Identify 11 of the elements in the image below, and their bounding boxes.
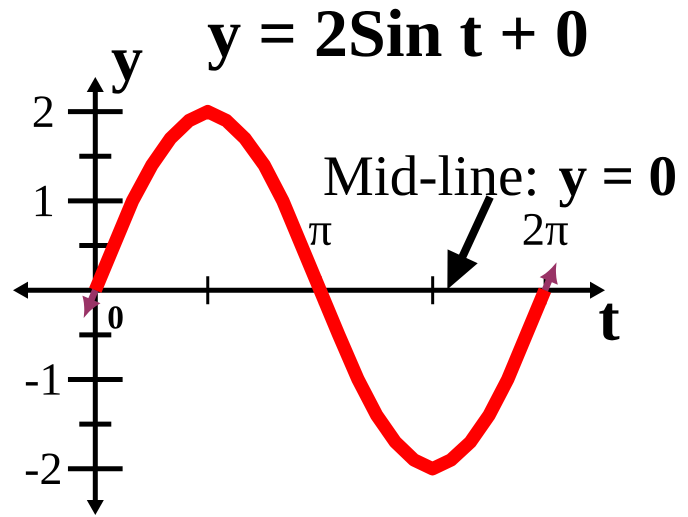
x-axis-title: t <box>599 304 620 340</box>
annotation: Mid-line: y = 0 <box>324 155 675 208</box>
y-tick-label: -1 <box>26 364 60 395</box>
chart-title: y = 2Sin t + 0 <box>208 8 586 71</box>
y-axis-title: y <box>112 50 142 94</box>
x-tick-label: π <box>309 223 332 246</box>
x-tick-label: 2π <box>524 214 568 246</box>
y-tick-label: 2 <box>34 96 52 127</box>
y-tick-label: 1 <box>36 186 52 216</box>
annotation: 0 <box>108 306 123 329</box>
y-tick-label: -2 <box>26 454 60 484</box>
